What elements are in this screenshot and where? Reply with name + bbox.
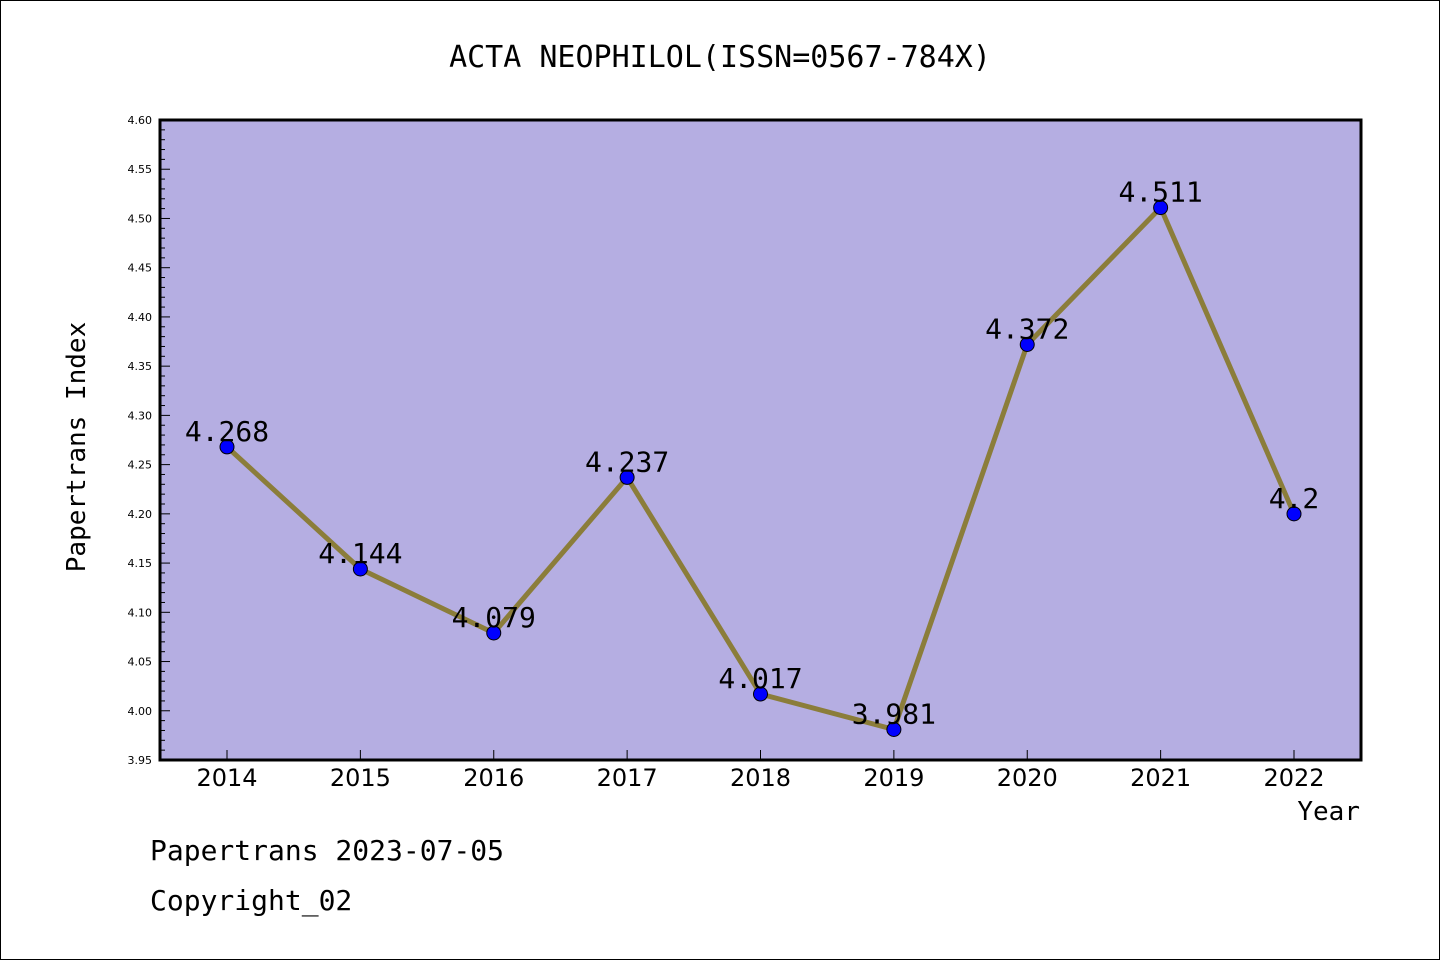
y-tick-label: 4.35: [128, 360, 153, 373]
y-tick-label: 4.05: [128, 656, 153, 669]
x-tick-label: 2018: [730, 764, 791, 792]
data-label: 3.981: [852, 697, 936, 730]
data-label: 4.144: [318, 537, 402, 570]
data-labels: 4.268 4.144 4.079 4.237 4.017 3.981 4.372 4.511…: [185, 176, 1319, 731]
x-tick-label: 2016: [463, 764, 524, 792]
y-tick-label: 4.40: [128, 311, 153, 324]
data-point: [486, 625, 502, 641]
x-tick-label: 2015: [330, 764, 391, 792]
y-tick-label: 4.50: [128, 212, 153, 225]
x-tick-label: 2014: [196, 764, 257, 792]
y-tick-label: 3.95: [128, 754, 153, 767]
x-axis: 2014 2015 2016 2017 2018 2019 2020 2021 2022: [196, 750, 1325, 792]
data-label: 4.079: [452, 601, 536, 634]
data-point: [886, 721, 902, 737]
y-tick-label: 4.20: [128, 508, 153, 521]
data-point: [219, 439, 235, 455]
y-tick-label: 4.00: [128, 705, 153, 718]
x-tick-label: 2017: [597, 764, 658, 792]
x-tick-label: 2022: [1263, 764, 1324, 792]
y-tick-label: 4.55: [128, 163, 153, 176]
plot-area: [158, 118, 1363, 762]
chart-title: ACTA NEOPHILOL(ISSN=0567-784X): [449, 40, 991, 75]
series-markers: [219, 200, 1302, 737]
x-tick-label: 2020: [997, 764, 1058, 792]
y-tick-label: 4.15: [128, 557, 153, 570]
data-label: 4.237: [585, 445, 669, 478]
data-point: [352, 561, 368, 577]
x-tick-label: 2019: [863, 764, 924, 792]
y-tick-label: 4.30: [128, 409, 153, 422]
x-tick-label: 2021: [1130, 764, 1191, 792]
y-tick-label: 4.10: [128, 606, 153, 619]
footer-date: Papertrans 2023-07-05: [150, 834, 505, 867]
y-axis-label: Papertrans Index: [62, 322, 92, 572]
data-label: 4.2: [1269, 482, 1320, 515]
y-tick-label: 4.25: [128, 459, 153, 472]
x-axis-label: Year: [1297, 797, 1360, 827]
y-axis: 3.95 4.00 4.05 4.10 4.15 4.20 4.25 4.30 4.35 4.40…: [128, 114, 170, 767]
y-tick-label: 4.60: [128, 114, 153, 127]
data-point: [1153, 200, 1169, 216]
data-label: 4.511: [1118, 176, 1202, 209]
data-point: [619, 469, 635, 485]
data-point: [1286, 506, 1302, 522]
data-point: [1019, 336, 1035, 352]
data-label: 4.017: [718, 662, 802, 695]
y-tick-label: 4.45: [128, 262, 153, 275]
footer-copyright: Copyright_02: [150, 884, 353, 917]
data-label: 4.268: [185, 415, 269, 448]
data-point: [753, 686, 768, 702]
data-label: 4.372: [985, 312, 1069, 345]
